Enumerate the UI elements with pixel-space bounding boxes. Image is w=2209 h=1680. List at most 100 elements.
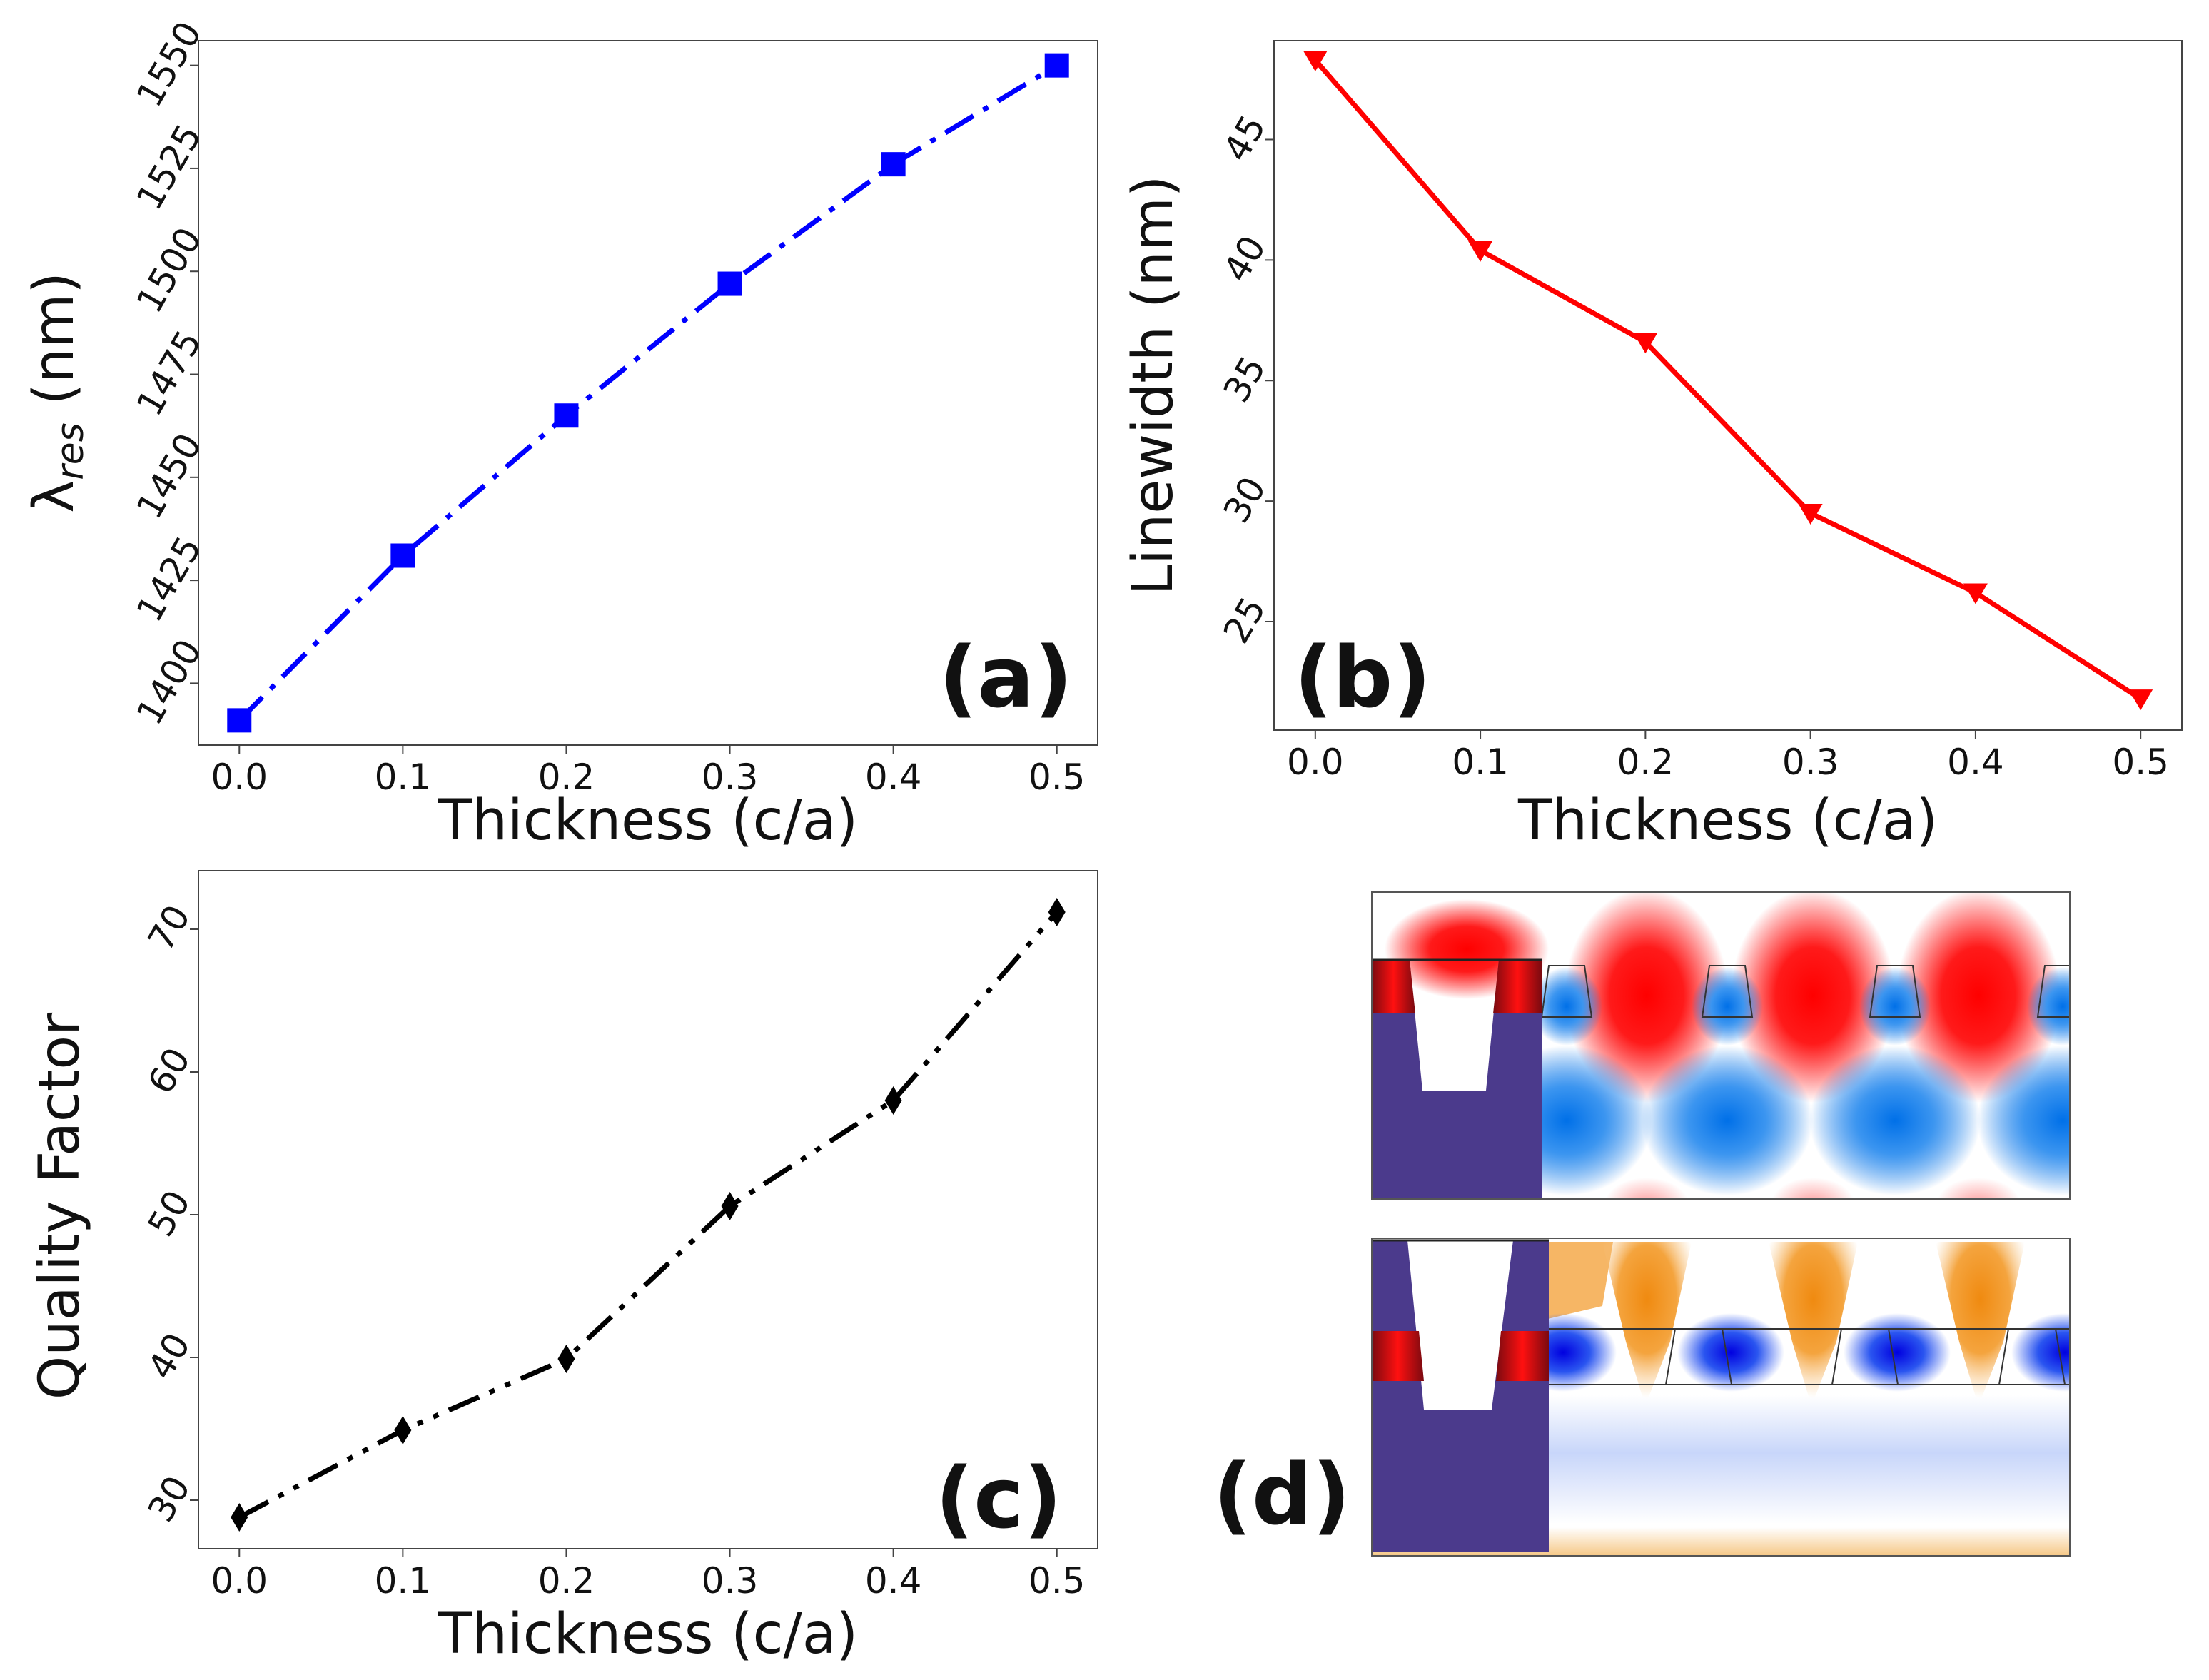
x-tick-label: 0.5 [2112,742,2169,783]
x-tick-label: 0.3 [1782,742,1839,783]
panel-b-xlabel: Thickness (c/a) [1517,789,1938,853]
top-pale-red-lobe [1771,1178,1855,1199]
panel-a-xticks: 0.0 0.1 0.2 0.3 0.4 0.5 [211,745,1086,798]
y-tick-label: 25 [1215,590,1274,650]
panel-c: 0.0 0.1 0.2 0.3 0.4 0.5 30 40 50 60 70 Thickness … [28,870,1098,1666]
panel-c-yticks: 30 40 50 60 70 [140,898,198,1529]
x-tick-label: 0.3 [702,1560,759,1601]
x-tick-label: 0.1 [375,1560,432,1601]
panel-b-frame [1273,40,2183,731]
data-point [557,1345,575,1373]
y-tick-label: 50 [140,1183,198,1243]
x-tick-label: 0.0 [211,1560,268,1601]
top-pale-red-lobe [1604,1178,1689,1199]
top-blue-lobe [1859,967,1931,1046]
panel-a: 0.0 0.1 0.2 0.3 0.4 0.5 140014251450147515001… [22,14,1098,853]
panel-a-ylabel: λres (nm) [22,272,92,513]
data-point [1303,51,1328,72]
data-point [721,1192,739,1220]
bottom-blue-lobe [1677,1313,1784,1392]
top-unit-cell-structure [1372,960,1542,1199]
x-tick-label: 0.1 [1452,742,1509,783]
panel-a-ylabel-sub: res [49,422,92,480]
series-line [238,910,1059,1520]
x-tick-label: 0.0 [1287,742,1344,783]
panel-a-ylabel-main: λ [22,480,86,513]
x-tick-label: 0.5 [1028,756,1086,798]
top-blue-lobe [1809,1046,1981,1195]
data-point [227,708,252,733]
top-hole-outline [1869,965,1921,1018]
panel-a-label: (a) [939,628,1073,727]
bottom-hole-outline [1831,1328,1899,1385]
x-tick-label: 0.4 [1947,742,2004,783]
panel-c-marks [231,898,1066,1532]
y-tick-label: 1550 [128,14,210,113]
y-tick-label: 70 [140,898,198,958]
x-tick-label: 0.0 [211,756,268,798]
panel-c-frame [198,870,1098,1549]
field-map-top-frame [1371,891,2071,1200]
top-blue-lobe [1531,967,1602,1046]
top-red-lobe [1565,892,1729,1103]
y-tick-label: 40 [140,1326,198,1386]
data-point [884,1086,902,1115]
field-map-top [1372,892,2070,1199]
panel-a-frame [198,40,1098,746]
x-tick-label: 0.4 [865,756,922,798]
y-tick-label: 45 [1215,108,1274,168]
panel-d-label: (d) [1213,1445,1350,1544]
top-red-lobe [1731,892,1895,1103]
data-point [1633,333,1658,354]
data-point [394,1416,412,1444]
y-tick-label: 40 [1215,229,1274,289]
top-blue-lobe [1692,967,1763,1046]
panel-a-marks [227,53,1069,733]
y-tick-label: 60 [140,1041,198,1100]
panel-c-label: (c) [935,1449,1062,1547]
data-point [1798,504,1823,525]
top-blue-lobe [2027,967,2070,1046]
panel-b-label: (b) [1294,628,1431,727]
panel-c-ylabel: Quality Factor [28,1012,92,1400]
panel-c-xticks: 0.0 0.1 0.2 0.3 0.4 0.5 [211,1549,1085,1601]
bottom-orange-lobe [1936,1242,2025,1406]
bottom-hole-outline [1998,1328,2066,1385]
series-line [1313,58,2143,702]
x-tick-label: 0.4 [865,1560,922,1601]
panel-b: 0.0 0.1 0.2 0.3 0.4 0.5 25 30 35 40 45 Thickness … [1121,40,2183,853]
panel-a-xlabel: Thickness (c/a) [438,789,858,853]
top-blue-lobe [1642,1046,1813,1195]
x-tick-label: 0.1 [375,756,432,798]
x-tick-label: 0.2 [538,756,595,798]
y-tick-label: 1475 [128,323,210,422]
y-tick-label: 1425 [128,530,210,629]
y-tick-label: 30 [140,1469,198,1529]
data-point [554,403,579,428]
data-point [231,1503,248,1532]
panel-b-marks [1303,51,2153,711]
field-map-bottom-frame [1371,1238,2071,1557]
top-unit-cell-red-left [1372,960,1415,1013]
data-point [1963,583,1988,604]
bottom-hole-outline [1664,1328,1733,1385]
data-point [2128,689,2153,711]
data-point [717,271,742,296]
bottom-unit-cell-red-left [1372,1331,1424,1381]
bottom-unit-cell-red-right [1496,1331,1549,1381]
data-point [1044,53,1069,78]
top-hole-outline [1540,965,1593,1018]
top-unit-cell-red-right [1493,960,1542,1013]
bottom-blue-lobe [2011,1313,2070,1392]
y-tick-label: 1450 [128,426,210,525]
x-tick-label: 0.2 [1617,742,1674,783]
panel-d: (d) [1213,891,2071,1557]
bottom-orange-lobe [1769,1242,1858,1406]
y-tick-label: 1500 [128,221,210,320]
data-point [881,152,906,177]
y-tick-label: 30 [1215,470,1274,530]
data-point [390,543,415,568]
panel-c-xlabel: Thickness (c/a) [438,1602,858,1666]
